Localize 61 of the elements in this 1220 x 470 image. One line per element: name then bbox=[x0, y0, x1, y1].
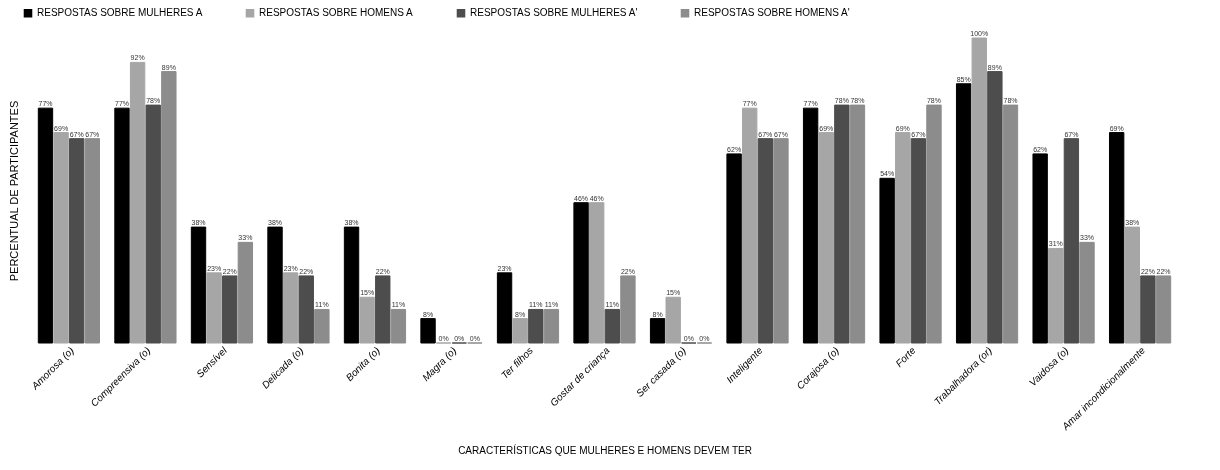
bar bbox=[390, 308, 407, 344]
bar bbox=[190, 226, 207, 344]
bar bbox=[53, 132, 69, 344]
bar bbox=[543, 308, 560, 344]
bar bbox=[1155, 275, 1172, 344]
bar bbox=[145, 104, 161, 344]
bar bbox=[37, 107, 54, 344]
bar bbox=[69, 138, 85, 344]
bar bbox=[1048, 247, 1064, 344]
bar bbox=[114, 107, 130, 344]
bar bbox=[528, 308, 544, 344]
bar bbox=[757, 138, 774, 344]
bar bbox=[1124, 226, 1140, 344]
bar bbox=[129, 61, 146, 344]
y-axis-title: PERCENTUAL DE PARTICIPANTES bbox=[7, 100, 20, 282]
bar bbox=[649, 318, 666, 344]
bar bbox=[237, 241, 254, 344]
bar bbox=[1032, 153, 1048, 344]
bar bbox=[359, 296, 375, 344]
bar bbox=[573, 202, 589, 344]
bar bbox=[665, 296, 681, 344]
bar bbox=[1002, 104, 1019, 344]
bar bbox=[802, 107, 819, 344]
x-axis-title: CARACTERÍSTICAS QUE MULHERES E HOMENS DEVEM TER bbox=[458, 443, 752, 456]
bar bbox=[298, 275, 314, 344]
bar bbox=[971, 37, 987, 344]
bar bbox=[375, 275, 391, 344]
bar bbox=[604, 308, 620, 344]
bar bbox=[206, 272, 222, 344]
legend-label: RESPOSTAS SOBRE MULHERES A bbox=[37, 7, 203, 19]
bar bbox=[879, 177, 895, 344]
bar bbox=[420, 318, 436, 344]
bar bbox=[161, 71, 177, 344]
legend-label: RESPOSTAS SOBRE HOMENS A bbox=[259, 7, 414, 19]
bar bbox=[910, 138, 927, 344]
bar bbox=[620, 275, 636, 344]
bar bbox=[84, 138, 101, 344]
bar bbox=[314, 308, 330, 344]
bar bbox=[726, 153, 742, 344]
bar bbox=[1063, 138, 1080, 344]
bar bbox=[895, 132, 911, 344]
bar bbox=[1108, 132, 1125, 344]
bar bbox=[589, 202, 605, 344]
bar bbox=[955, 83, 972, 344]
legend-label: RESPOSTAS SOBRE MULHERES A' bbox=[470, 7, 638, 19]
bar bbox=[282, 272, 299, 344]
bar bbox=[222, 275, 238, 344]
bar bbox=[512, 318, 528, 344]
bar bbox=[1079, 241, 1095, 344]
bar bbox=[818, 132, 834, 344]
bar bbox=[773, 138, 789, 344]
bar bbox=[742, 107, 758, 344]
bar bbox=[834, 104, 850, 344]
bar bbox=[343, 226, 360, 344]
legend-label: RESPOSTAS SOBRE HOMENS A' bbox=[694, 7, 850, 19]
bar bbox=[987, 71, 1003, 344]
bar bbox=[1140, 275, 1156, 344]
bar bbox=[496, 272, 513, 344]
bar bbox=[926, 104, 942, 344]
bar bbox=[267, 226, 283, 344]
bar bbox=[849, 104, 866, 344]
